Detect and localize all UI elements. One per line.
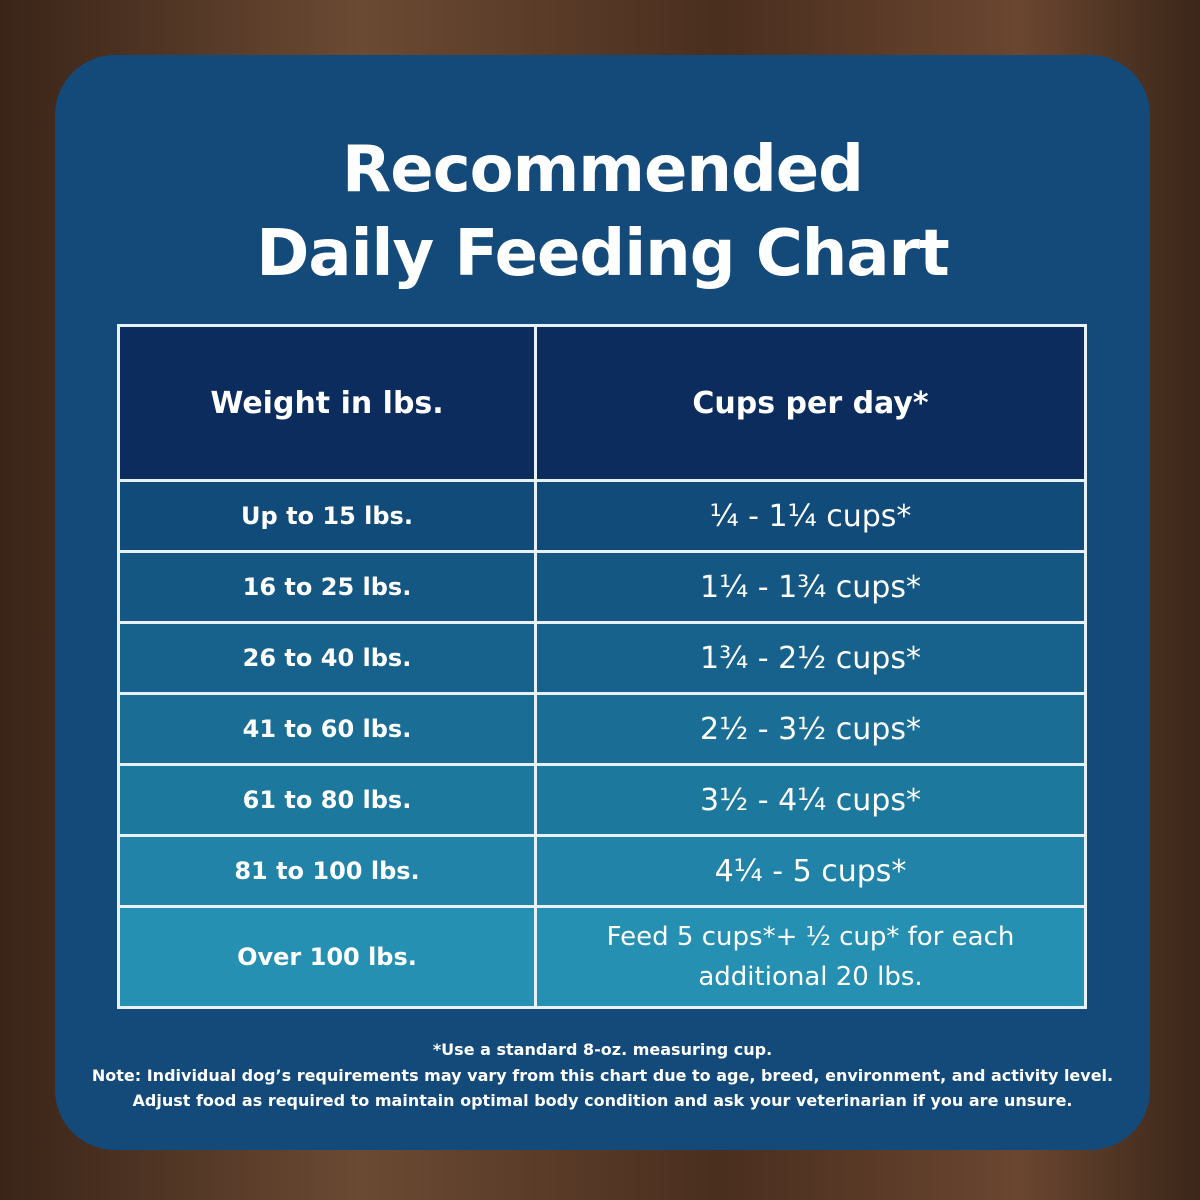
card: Recommended Daily Feeding Chart Weight i… <box>55 55 1150 1150</box>
table-cell: 41 to 60 lbs. <box>117 692 537 766</box>
table-row: Over 100 lbs. Feed 5 cups*+ ½ cup* for ea… <box>117 905 1087 1009</box>
table-cell: Up to 15 lbs. <box>117 479 537 553</box>
table-cell: 2½ - 3½ cups* <box>534 692 1087 766</box>
footnote: Note: Individual dog’s requirements may … <box>91 1066 1114 1085</box>
column-header: Weight in lbs. <box>117 324 537 482</box>
table-row: 41 to 60 lbs. 2½ - 3½ cups* <box>117 692 1087 766</box>
title: Daily Feeding Chart <box>256 217 949 291</box>
table-cell: 3½ - 4¼ cups* <box>534 763 1087 837</box>
table-cell: 1¾ - 2½ cups* <box>534 621 1087 695</box>
table-row: 16 to 25 lbs. 1¼ - 1¾ cups* <box>117 550 1087 624</box>
table-cell: 61 to 80 lbs. <box>117 763 537 837</box>
table-cell: 26 to 40 lbs. <box>117 621 537 695</box>
footnote: *Use a standard 8-oz. measuring cup. <box>432 1040 773 1059</box>
table-row: 81 to 100 lbs. 4¼ - 5 cups* <box>117 834 1087 908</box>
table-row: 61 to 80 lbs. 3½ - 4¼ cups* <box>117 763 1087 837</box>
table-cell: Feed 5 cups*+ ½ cup* for each additional… <box>534 905 1087 1009</box>
table-cell: 16 to 25 lbs. <box>117 550 537 624</box>
footnote: Adjust food as required to maintain opti… <box>132 1091 1073 1110</box>
table-cell: 4¼ - 5 cups* <box>534 834 1087 908</box>
table-row: Up to 15 lbs. ¼ - 1¼ cups* <box>117 479 1087 553</box>
table-cell: 81 to 100 lbs. <box>117 834 537 908</box>
table-cell: Over 100 lbs. <box>117 905 537 1009</box>
table-cell: 1¼ - 1¾ cups* <box>534 550 1087 624</box>
table-row: 26 to 40 lbs. 1¾ - 2½ cups* <box>117 621 1087 695</box>
column-header: Cups per day* <box>534 324 1087 482</box>
feeding-table: Weight in lbs. Cups per day* Up to 15 lb… <box>117 324 1087 1009</box>
title: Recommended <box>342 133 864 207</box>
table-cell: ¼ - 1¼ cups* <box>534 479 1087 553</box>
